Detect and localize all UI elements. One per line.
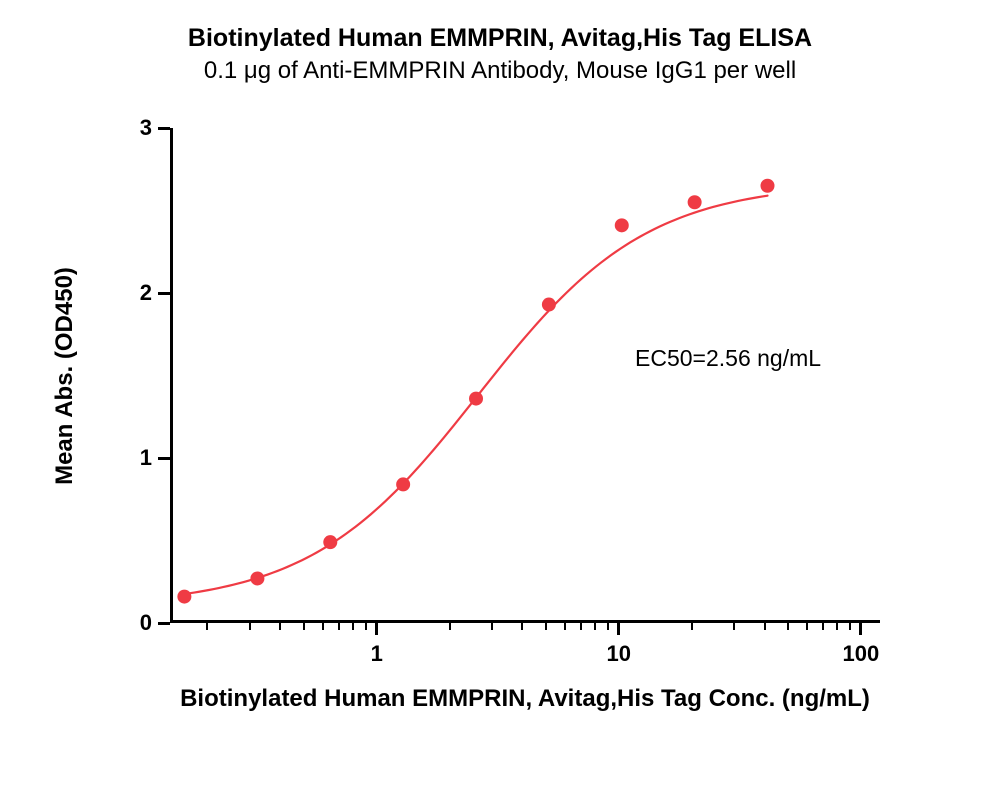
x-minor-tick-mark	[764, 623, 766, 630]
x-tick-label: 1	[371, 641, 383, 667]
data-point	[688, 195, 702, 209]
x-tick-mark	[617, 623, 620, 635]
x-minor-tick-mark	[849, 623, 851, 630]
x-minor-tick-mark	[449, 623, 451, 630]
y-tick-label: 3	[122, 115, 152, 141]
data-point	[761, 179, 775, 193]
x-axis-label: Biotinylated Human EMMPRIN, Avitag,His T…	[180, 685, 870, 713]
y-tick-mark	[158, 127, 170, 130]
chart-title: Biotinylated Human EMMPRIN, Avitag,His T…	[0, 24, 1000, 53]
x-minor-tick-mark	[607, 623, 609, 630]
x-minor-tick-mark	[206, 623, 208, 630]
x-minor-tick-mark	[338, 623, 340, 630]
y-tick-label: 0	[122, 610, 152, 636]
x-minor-tick-mark	[691, 623, 693, 630]
x-minor-tick-mark	[580, 623, 582, 630]
x-minor-tick-mark	[279, 623, 281, 630]
y-tick-mark	[158, 292, 170, 295]
plot-area	[170, 128, 880, 623]
y-tick-label: 2	[122, 280, 152, 306]
y-axis-label: Mean Abs. (OD450)	[51, 267, 79, 485]
x-minor-tick-mark	[491, 623, 493, 630]
x-minor-tick-mark	[365, 623, 367, 630]
x-tick-label: 100	[842, 641, 879, 667]
x-minor-tick-mark	[822, 623, 824, 630]
x-minor-tick-mark	[249, 623, 251, 630]
plot-svg	[173, 128, 883, 623]
data-point	[396, 477, 410, 491]
x-tick-mark	[859, 623, 862, 635]
x-tick-mark	[375, 623, 378, 635]
y-tick-mark	[158, 622, 170, 625]
data-point	[250, 571, 264, 585]
x-minor-tick-mark	[352, 623, 354, 630]
x-minor-tick-mark	[521, 623, 523, 630]
y-tick-label: 1	[122, 445, 152, 471]
x-minor-tick-mark	[564, 623, 566, 630]
data-point	[615, 218, 629, 232]
data-point	[469, 392, 483, 406]
data-point	[177, 590, 191, 604]
data-point	[542, 298, 556, 312]
x-minor-tick-mark	[836, 623, 838, 630]
x-minor-tick-mark	[545, 623, 547, 630]
x-minor-tick-mark	[787, 623, 789, 630]
data-point	[323, 535, 337, 549]
x-minor-tick-mark	[322, 623, 324, 630]
x-minor-tick-mark	[303, 623, 305, 630]
x-minor-tick-mark	[806, 623, 808, 630]
x-minor-tick-mark	[594, 623, 596, 630]
y-tick-mark	[158, 457, 170, 460]
x-tick-label: 10	[607, 641, 631, 667]
chart-container: Biotinylated Human EMMPRIN, Avitag,His T…	[0, 0, 1000, 798]
title-block: Biotinylated Human EMMPRIN, Avitag,His T…	[0, 24, 1000, 85]
x-minor-tick-mark	[733, 623, 735, 630]
chart-subtitle: 0.1 μg of Anti-EMMPRIN Antibody, Mouse I…	[0, 57, 1000, 85]
